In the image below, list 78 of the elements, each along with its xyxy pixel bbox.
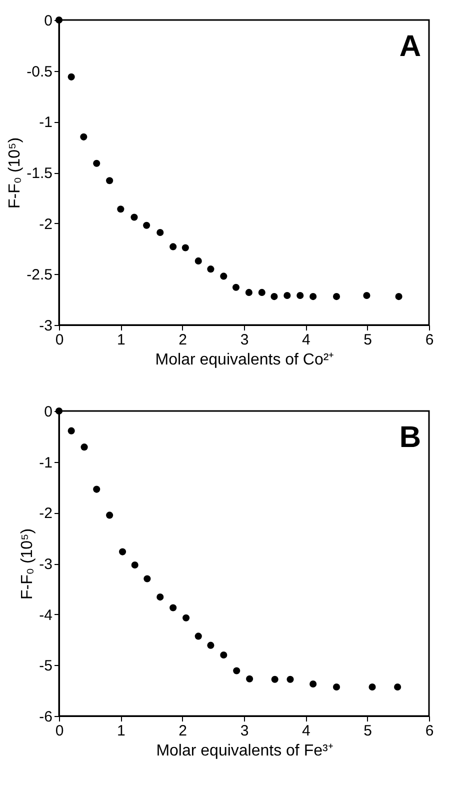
- point: [156, 228, 164, 236]
- point: [170, 243, 177, 250]
- point: [332, 293, 340, 300]
- point: [270, 293, 278, 300]
- x-tick-label: 1: [116, 332, 126, 348]
- point: [118, 548, 126, 556]
- x-tick-label: 1: [116, 722, 126, 740]
- point: [93, 486, 100, 493]
- point: [332, 683, 340, 691]
- point: [258, 288, 266, 296]
- y-tick-label: -1: [39, 454, 52, 472]
- annotation: B: [399, 421, 421, 454]
- point: [220, 651, 228, 659]
- x-axis-title: Molar equivalents of Co²⁺: [155, 352, 334, 368]
- point: [93, 160, 100, 167]
- y-tick-label: -6: [39, 708, 52, 726]
- y-tick-label: -4: [39, 606, 52, 624]
- point: [233, 667, 240, 674]
- x-tick-label: 4: [302, 722, 310, 740]
- x-tick-label: 2: [178, 722, 188, 740]
- point: [80, 133, 88, 140]
- point: [182, 244, 189, 252]
- point: [80, 444, 88, 451]
- point: [368, 683, 376, 691]
- point: [156, 594, 164, 601]
- point: [207, 642, 214, 649]
- annotation: A: [399, 30, 421, 63]
- point: [106, 512, 114, 519]
- point: [131, 561, 138, 569]
- point: [310, 293, 317, 300]
- x-axis-title: Molar equivalents of Fe³⁺: [156, 742, 333, 760]
- point: [296, 292, 304, 300]
- y-tick-label: 0: [44, 404, 52, 420]
- x-tick-label: 0: [55, 722, 64, 740]
- point: [117, 206, 124, 213]
- y-tick-label: -1: [39, 114, 52, 132]
- point: [144, 575, 151, 582]
- point: [284, 292, 291, 300]
- point: [182, 614, 190, 622]
- point: [194, 257, 202, 264]
- x-tick-label: 0: [55, 332, 64, 348]
- y-tick-label: -2: [39, 216, 52, 233]
- y-tick-label: -3: [39, 556, 52, 573]
- point: [394, 683, 402, 691]
- y-tick-label: -3: [39, 318, 52, 334]
- y-tick-label: -5: [39, 658, 52, 675]
- point: [68, 427, 75, 434]
- x-tick-label: 6: [425, 722, 434, 740]
- point: [207, 266, 214, 273]
- point: [130, 214, 138, 221]
- point: [310, 680, 317, 688]
- point: [170, 604, 177, 612]
- y-tick-label: 0: [44, 12, 52, 30]
- x-tick-label: 5: [364, 332, 372, 348]
- point: [220, 272, 228, 280]
- x-tick-label: 3: [240, 332, 249, 348]
- y-tick-label: -2.5: [26, 266, 52, 284]
- x-tick-label: 2: [178, 332, 188, 348]
- x-tick-label: 4: [302, 332, 310, 348]
- point: [106, 177, 114, 184]
- point: [271, 676, 278, 683]
- point: [143, 222, 150, 229]
- y-tick-label: -0.5: [26, 63, 52, 80]
- y-tick-label: -1.5: [26, 165, 52, 182]
- point: [68, 73, 75, 80]
- x-tick-label: 3: [240, 722, 249, 740]
- point: [363, 292, 370, 300]
- y-axis-title: F-F₀ (10⁵): [19, 528, 36, 600]
- point: [246, 675, 254, 682]
- point: [245, 288, 252, 296]
- point: [194, 632, 202, 640]
- point: [395, 293, 402, 300]
- y-tick-label: -2: [39, 505, 52, 522]
- point: [286, 676, 294, 683]
- x-tick-label: 5: [364, 722, 372, 740]
- x-tick-label: 6: [425, 332, 434, 348]
- y-axis-title: F-F₀ (10⁵): [6, 137, 24, 209]
- point: [232, 284, 240, 291]
